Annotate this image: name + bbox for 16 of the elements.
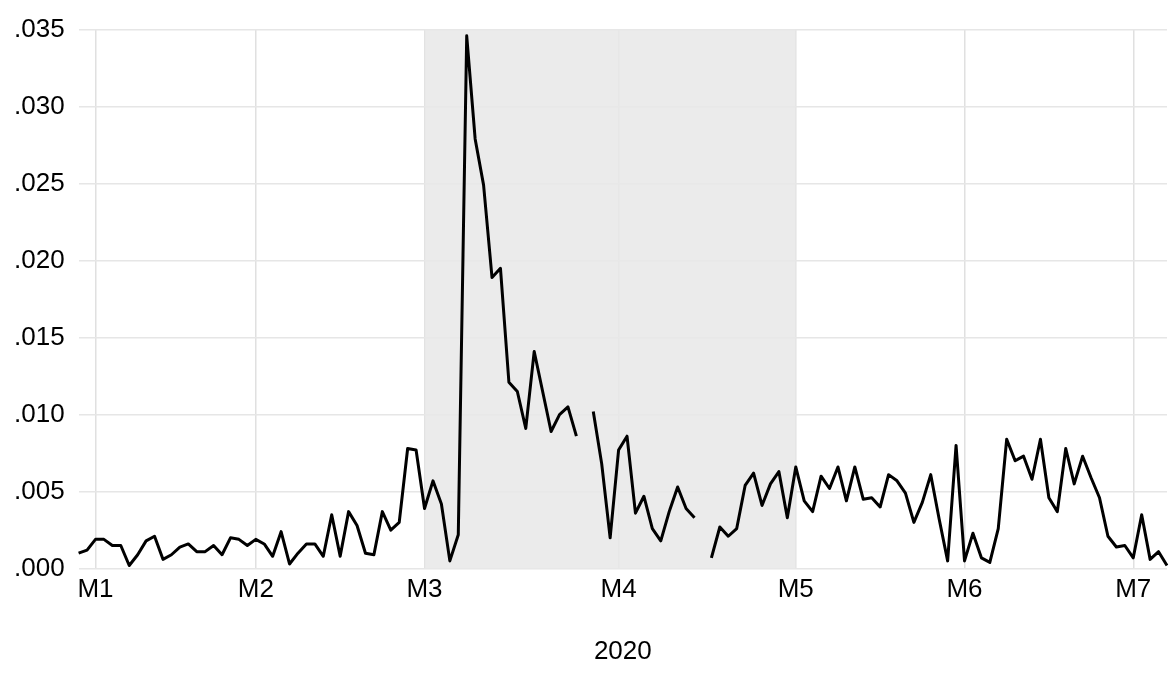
x-tick-label: M5 [777,573,814,604]
y-tick-label: .010 [13,397,65,428]
y-tick-label: .000 [13,551,65,582]
y-tick-label: .015 [13,320,65,351]
x-tick-label: M2 [237,573,274,604]
x-tick-label: M6 [946,573,983,604]
x-tick-label: M4 [600,573,637,604]
y-tick-label: .025 [13,166,65,197]
y-tick-label: .030 [13,89,65,120]
x-tick-label: M3 [406,573,443,604]
y-tick-label: .020 [13,243,65,274]
y-tick-label: .005 [13,474,65,505]
x-tick-label: M7 [1115,573,1152,604]
y-tick-label: .035 [13,12,65,43]
x-axis-title: 2020 [593,634,652,665]
x-tick-label: M1 [77,573,114,604]
